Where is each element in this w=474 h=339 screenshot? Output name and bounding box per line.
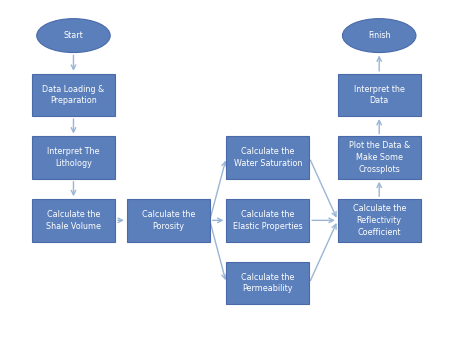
Ellipse shape bbox=[342, 19, 416, 53]
Text: Plot the Data &
Make Some
Crossplots: Plot the Data & Make Some Crossplots bbox=[348, 141, 410, 174]
Text: Interpret the
Data: Interpret the Data bbox=[354, 84, 405, 105]
Text: Calculate the
Water Saturation: Calculate the Water Saturation bbox=[234, 147, 302, 168]
FancyBboxPatch shape bbox=[226, 136, 309, 179]
FancyBboxPatch shape bbox=[32, 199, 115, 241]
Text: Calculate the
Permeability: Calculate the Permeability bbox=[241, 273, 294, 294]
Text: Data Loading &
Preparation: Data Loading & Preparation bbox=[42, 84, 105, 105]
FancyBboxPatch shape bbox=[337, 74, 420, 116]
Text: Calculate the
Reflectivity
Coefficient: Calculate the Reflectivity Coefficient bbox=[353, 204, 406, 237]
FancyBboxPatch shape bbox=[337, 136, 420, 179]
FancyBboxPatch shape bbox=[32, 136, 115, 179]
Text: Start: Start bbox=[64, 31, 83, 40]
Text: Calculate the
Porosity: Calculate the Porosity bbox=[142, 210, 195, 231]
Text: Finish: Finish bbox=[368, 31, 391, 40]
FancyBboxPatch shape bbox=[337, 199, 420, 241]
FancyBboxPatch shape bbox=[226, 199, 309, 241]
Text: Interpret The
Lithology: Interpret The Lithology bbox=[47, 147, 100, 168]
Ellipse shape bbox=[36, 19, 110, 53]
FancyBboxPatch shape bbox=[127, 199, 210, 241]
FancyBboxPatch shape bbox=[32, 74, 115, 116]
FancyBboxPatch shape bbox=[226, 262, 309, 304]
Text: Calculate the
Shale Volume: Calculate the Shale Volume bbox=[46, 210, 101, 231]
Text: Calculate the
Elastic Properties: Calculate the Elastic Properties bbox=[233, 210, 302, 231]
